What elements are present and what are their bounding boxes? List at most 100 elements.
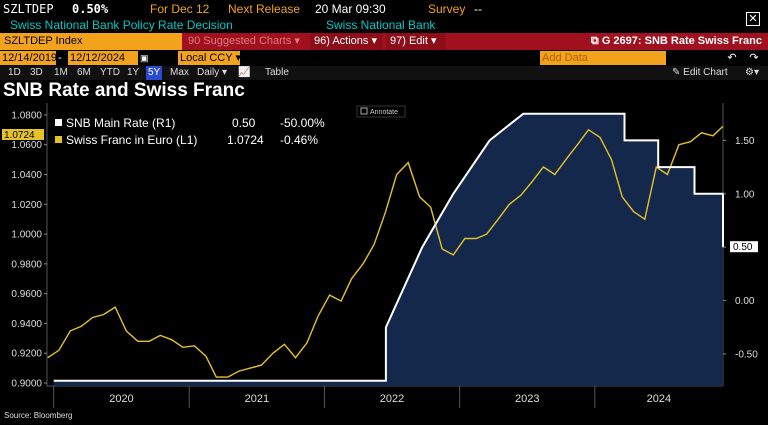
period-3d[interactable]: 3D <box>30 67 43 78</box>
legend-name-rate: SNB Main Rate (R1) <box>66 116 175 130</box>
legend: SNB Main Rate (R1) 0.50 -50.00% Swiss Fr… <box>52 116 340 148</box>
suggested-charts-label: 90 Suggested Charts <box>188 35 292 47</box>
edit-button[interactable]: 97) Edit ▾ <box>386 33 446 50</box>
date-separator: - <box>58 52 62 64</box>
series-line-snb-rate <box>53 112 724 382</box>
legend-change-chf: -0.46% <box>280 133 318 147</box>
frequency-select[interactable]: Daily ▾ <box>197 66 227 80</box>
source-footer: Source: Bloomberg <box>4 411 73 420</box>
start-date-input[interactable]: 12/14/2019 <box>0 51 58 65</box>
series-line-layer <box>47 112 724 382</box>
tick-layer: 1.0800 1.0600 1.0400 1.0200 1.0000 0.9800 0.96… <box>11 110 758 408</box>
frequency-label: Daily <box>197 67 220 78</box>
survey-value: -- <box>474 2 482 16</box>
redo-icon[interactable]: ↷ <box>749 52 759 64</box>
right-tick-label: 0.00 <box>735 296 755 307</box>
x-tick-label: 2020 <box>109 393 133 405</box>
close-icon[interactable]: ✕ <box>746 12 760 26</box>
left-tick-label: 0.9400 <box>11 319 42 330</box>
graph-title-label: G 2697: SNB Rate Swiss Franc <box>601 35 762 47</box>
ticker-input[interactable]: SZLTDEP Index <box>0 33 182 50</box>
period-6m[interactable]: 6M <box>77 67 91 78</box>
ticker-header-row: SZLTDEP 0.50% For Dec 12 Next Release 20… <box>0 0 768 17</box>
undo-icon[interactable]: ↶ <box>727 52 737 64</box>
next-release-date: 20 Mar 09:30 <box>315 2 386 16</box>
for-label: For Dec 12 <box>150 2 210 16</box>
add-data-input[interactable]: Add Data <box>540 51 666 65</box>
survey-label: Survey <box>428 2 466 16</box>
left-tick-label: 0.9200 <box>11 349 42 360</box>
period-max[interactable]: Max <box>170 67 189 78</box>
chart-title: SNB Rate and Swiss Franc <box>3 80 245 101</box>
annotate-button[interactable]: Annotate <box>356 105 406 118</box>
chevron-down-icon: ▾ <box>235 52 241 64</box>
legend-name-chf: Swiss Franc in Euro (L1) <box>66 133 197 147</box>
currency-label: Local CCY <box>180 52 233 64</box>
line-chart-icon[interactable]: 📈 <box>238 67 251 78</box>
period-row: 1D 3D 1M 6M YTD 1Y 5Y Max Daily ▾ 📈 Tabl… <box>0 66 768 80</box>
left-tick-label: 1.0400 <box>11 170 42 181</box>
legend-change-rate: -50.00% <box>280 116 325 130</box>
left-tick-label: 0.9000 <box>11 379 42 390</box>
suggested-charts-button[interactable]: 90 Suggested Charts ▾ <box>184 33 306 50</box>
period-1y[interactable]: 1Y <box>127 67 140 78</box>
external-link-icon[interactable]: ⧉ <box>590 35 599 47</box>
graph-title[interactable]: ⧉ G 2697: SNB Rate Swiss Franc <box>566 33 768 50</box>
period-5y[interactable]: 5Y <box>146 66 163 80</box>
left-tick-label: 1.0200 <box>11 200 42 211</box>
chevron-down-icon: ▾ <box>222 67 228 78</box>
right-tick-label: 1.00 <box>735 189 755 200</box>
line-chart: 1.0800 1.0600 1.0400 1.0200 1.0000 0.9800 0.96… <box>2 103 758 408</box>
last-value-left: 1.0724 <box>4 130 35 141</box>
legend-background <box>52 116 340 148</box>
rate-area <box>53 113 723 386</box>
annotate-label: Annotate <box>370 109 398 116</box>
next-release-label: Next Release <box>228 2 301 16</box>
right-tick-label: 1.50 <box>735 136 755 147</box>
legend-swatch-chf <box>55 136 62 143</box>
calendar-icon[interactable]: ▣ <box>140 53 149 63</box>
actions-button[interactable]: 96) Actions ▾ <box>310 33 382 50</box>
left-tick-label: 0.9800 <box>11 259 42 270</box>
chevron-down-icon: ▾ <box>294 35 300 47</box>
x-tick-label: 2021 <box>245 393 269 405</box>
command-bar: SZLTDEP Index 90 Suggested Charts ▾ 96) … <box>0 33 768 50</box>
legend-swatch-rate <box>55 119 62 126</box>
ticker-symbol[interactable]: SZLTDEP <box>3 2 54 16</box>
chevron-down-icon: ▾ <box>430 35 437 47</box>
rate-area-layer <box>53 113 723 386</box>
actions-label: 96) Actions <box>314 35 369 47</box>
date-range-row: 12/14/2019 - 12/12/2024 ▣ Local CCY ▾ Ad… <box>0 51 768 65</box>
ticker-value: 0.50% <box>72 2 109 16</box>
legend-last-rate: 0.50 <box>232 116 256 130</box>
legend-last-chf: 1.0724 <box>227 133 264 147</box>
gear-icon[interactable]: ⚙▾ <box>745 67 759 78</box>
table-button[interactable]: Table <box>265 67 289 78</box>
period-1m[interactable]: 1M <box>54 67 68 78</box>
edit-chart-label: Edit Chart <box>683 67 728 78</box>
currency-select[interactable]: Local CCY ▾ <box>178 51 241 65</box>
ticker-description-row: Swiss National Bank Policy Rate Decision… <box>0 17 768 33</box>
last-value-tag-right: 0.50 <box>730 241 758 253</box>
left-tick-label: 1.0000 <box>11 230 42 241</box>
annotate-icon <box>360 107 368 115</box>
x-tick-label: 2022 <box>380 393 404 405</box>
last-value-tag-left: 1.0724 <box>2 129 44 141</box>
left-tick-label: 0.9600 <box>11 289 42 300</box>
edit-chart-button[interactable]: ✎ Edit Chart <box>672 66 732 80</box>
right-tick-label: -0.50 <box>735 349 758 360</box>
ticker-source: Swiss National Bank <box>326 18 436 32</box>
end-date-input[interactable]: 12/12/2024 <box>68 51 138 65</box>
last-value-right: 0.50 <box>733 242 753 253</box>
edit-label: 97) Edit <box>390 35 428 47</box>
chevron-down-icon: ▾ <box>371 35 378 47</box>
ticker-description: Swiss National Bank Policy Rate Decision <box>10 18 233 32</box>
left-tick-label: 1.0800 <box>11 110 42 121</box>
left-tick-label: 1.0600 <box>11 140 42 151</box>
period-ytd[interactable]: YTD <box>100 67 120 78</box>
x-tick-label: 2023 <box>515 393 539 405</box>
series-line-swiss-franc <box>47 125 724 378</box>
pencil-icon: ✎ <box>672 67 681 78</box>
period-1d[interactable]: 1D <box>8 67 21 78</box>
x-tick-label: 2024 <box>647 393 671 405</box>
